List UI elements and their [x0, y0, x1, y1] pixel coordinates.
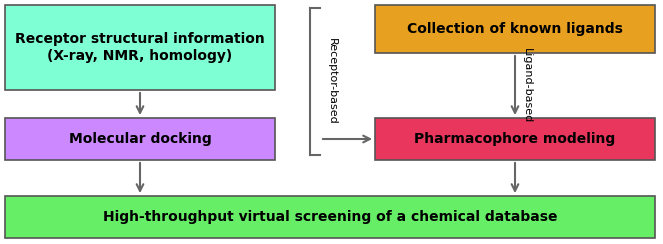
FancyBboxPatch shape — [375, 118, 655, 160]
Text: High-throughput virtual screening of a chemical database: High-throughput virtual screening of a c… — [103, 210, 557, 224]
Text: Molecular docking: Molecular docking — [69, 132, 211, 146]
Text: Receptor-based: Receptor-based — [327, 38, 337, 125]
FancyBboxPatch shape — [5, 196, 655, 238]
Text: Ligand-based: Ligand-based — [522, 48, 532, 123]
Text: Collection of known ligands: Collection of known ligands — [407, 22, 623, 36]
FancyBboxPatch shape — [5, 5, 275, 90]
Text: Receptor structural information
(X-ray, NMR, homology): Receptor structural information (X-ray, … — [15, 32, 265, 63]
FancyBboxPatch shape — [5, 118, 275, 160]
Text: Pharmacophore modeling: Pharmacophore modeling — [414, 132, 616, 146]
FancyBboxPatch shape — [375, 5, 655, 53]
